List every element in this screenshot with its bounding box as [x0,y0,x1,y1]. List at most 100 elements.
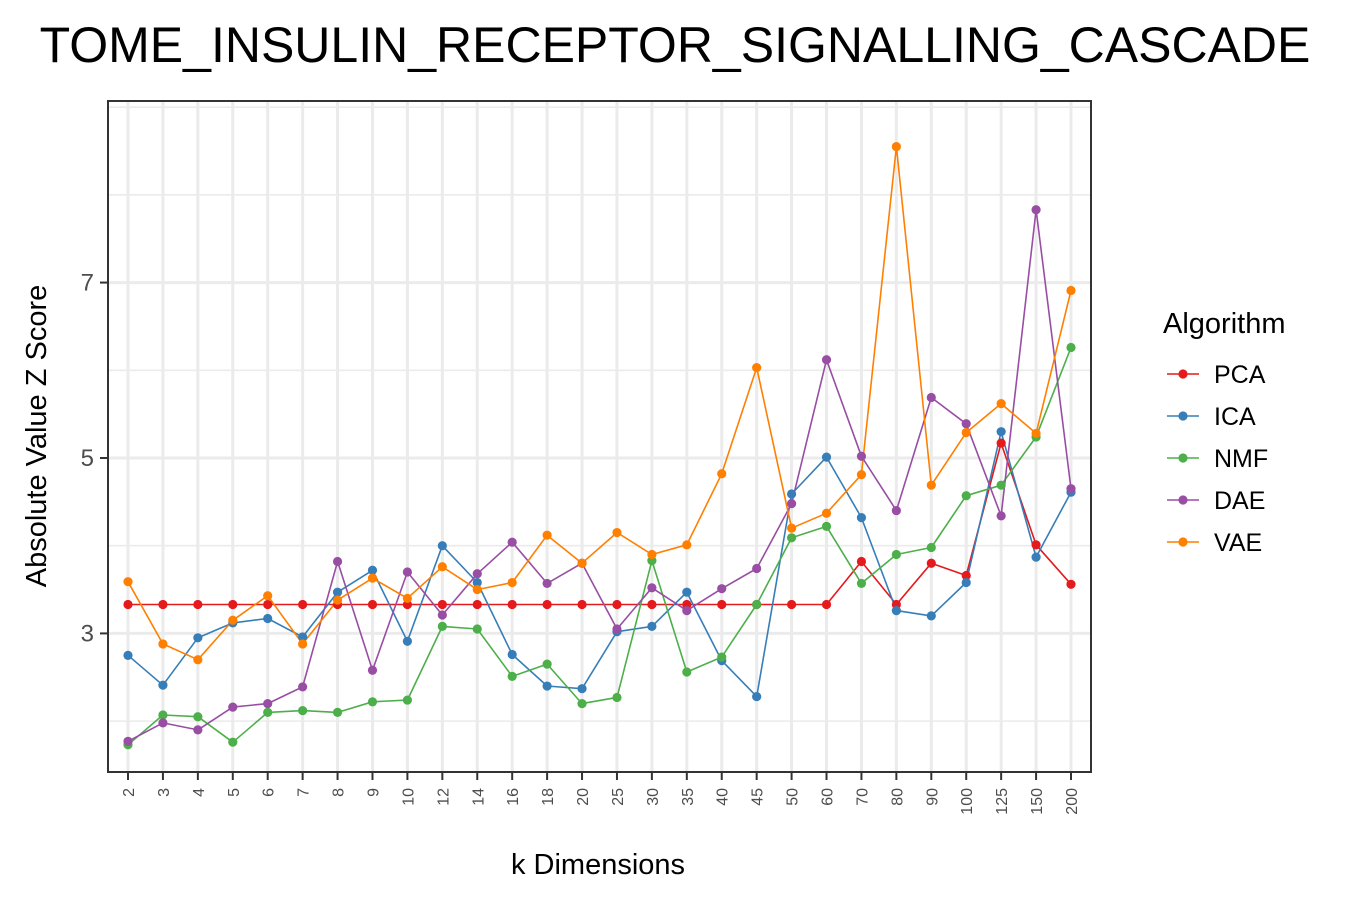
data-point-dae [507,537,517,547]
data-point-pca [228,599,238,610]
x-tick-label: 9 [365,788,382,797]
data-point-ica [193,633,203,643]
data-point-ica [577,684,587,694]
data-point-dae [717,584,727,594]
x-tick-label: 40 [715,788,732,806]
legend-key-point-pca [1178,369,1188,379]
data-point-pca [437,599,447,610]
data-point-nmf [926,542,936,553]
data-point-pca [1031,540,1041,550]
data-point-vae [298,639,308,649]
series-line-dae [127,209,1072,743]
data-point-nmf [612,692,622,703]
data-point-ica [752,691,762,702]
data-point-ica [367,565,378,575]
x-tick-label: 2 [121,788,138,797]
legend-label-ica: ICA [1214,403,1256,431]
data-point-ica [402,636,413,646]
data-point-vae [856,470,867,480]
data-point-ica [472,577,482,588]
x-tick-label: 20 [575,788,592,806]
data-point-nmf [752,599,762,610]
series-line-vae [127,145,1072,661]
data-point-ica [961,577,971,588]
data-point-ica [332,587,343,597]
data-point-ica [682,587,692,597]
x-tick-label: 3 [156,788,173,797]
data-point-vae [123,577,133,587]
data-point-nmf [472,624,482,634]
data-point-dae [298,682,308,692]
data-point-dae [1031,205,1041,215]
x-tick-label: 4 [191,788,208,797]
data-point-nmf [1066,342,1076,353]
legend-key-point-ica [1178,411,1188,421]
data-point-dae [402,567,413,577]
data-point-ica [123,650,133,660]
data-point-dae [821,355,832,365]
data-point-nmf [786,533,797,543]
data-point-ica [821,452,832,462]
data-point-vae [1066,285,1076,296]
legend-label-nmf: NMF [1214,445,1268,473]
data-point-dae [752,563,762,574]
data-point-vae [996,399,1006,409]
data-point-vae [367,573,378,583]
data-point-pca [472,599,482,610]
data-point-pca [856,556,867,567]
data-point-nmf [263,707,273,717]
x-tick-label: 5 [226,788,243,797]
plot-panel [108,101,1091,772]
data-point-pca [647,599,657,610]
legend-key-point-dae [1178,495,1188,505]
x-tick-label: 80 [889,788,906,806]
data-point-nmf [856,578,867,589]
series-line-pca [128,442,1072,606]
data-point-dae [1066,484,1076,494]
data-point-vae [786,523,797,533]
data-point-dae [437,610,447,620]
data-point-vae [891,142,901,152]
data-point-vae [752,363,762,373]
chart-title: TOME_INSULIN_RECEPTOR_SIGNALLING_CASCADE [40,17,1311,73]
data-point-pca [263,599,273,610]
data-point-vae [402,593,413,603]
x-tick-label: 14 [470,788,487,806]
data-point-nmf [507,671,517,681]
data-point-pca [542,599,552,610]
x-tick-label: 100 [959,788,976,815]
x-tick-label: 125 [994,788,1011,815]
x-tick-label: 200 [1064,788,1081,815]
legend: Algorithm PCA ICA NMF DAE VAE [1163,308,1286,557]
x-tick-label: 7 [296,788,313,797]
data-point-nmf [996,480,1006,490]
data-point-dae [193,725,203,735]
data-point-dae [786,499,797,509]
data-point-vae [507,577,517,588]
data-point-nmf [228,737,238,747]
x-tick-label: 90 [924,788,941,806]
data-point-dae [332,556,343,567]
data-point-vae [577,558,587,568]
data-point-pca [367,599,378,610]
data-point-dae [228,702,238,712]
data-point-ica [158,680,168,690]
x-tick-label: 12 [435,788,452,806]
data-point-vae [612,527,622,538]
y-axis: 3 5 7 [81,270,108,647]
data-point-ica [1031,552,1041,562]
data-point-pca [193,599,203,610]
legend-label-pca: PCA [1214,361,1266,389]
data-point-nmf [193,712,203,722]
legend-label-vae: VAE [1214,529,1262,557]
x-tick-label: 18 [540,788,557,806]
y-tick-label: 5 [81,445,94,472]
data-point-dae [647,583,657,593]
data-point-dae [961,419,971,429]
data-point-nmf [367,697,378,707]
data-point-pca [786,599,797,610]
x-tick-label: 6 [261,788,278,797]
x-tick-label: 35 [680,788,697,806]
x-tick-label: 16 [505,788,522,806]
data-point-ica [926,611,936,621]
